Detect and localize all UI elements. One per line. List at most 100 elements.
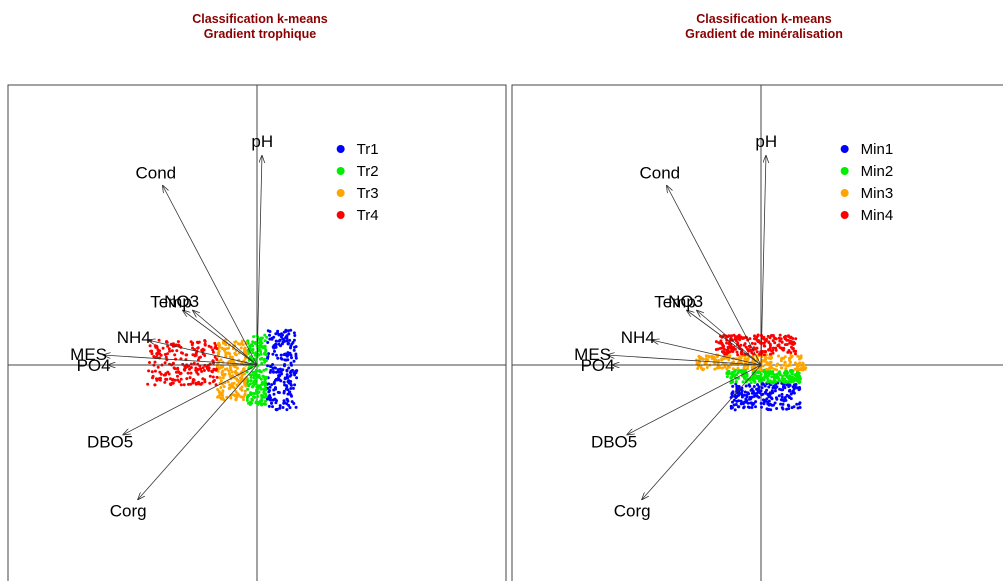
data-point bbox=[166, 344, 170, 348]
data-point bbox=[729, 346, 733, 350]
legend-label: Min3 bbox=[861, 185, 894, 202]
data-point bbox=[165, 358, 169, 362]
data-point bbox=[267, 404, 271, 408]
data-point bbox=[228, 352, 232, 356]
data-point bbox=[158, 378, 162, 382]
variable-label: NH4 bbox=[117, 328, 151, 347]
data-point bbox=[291, 386, 295, 390]
data-point bbox=[773, 389, 777, 393]
data-point bbox=[782, 363, 786, 367]
cluster-Min1 bbox=[729, 381, 802, 412]
loading-arrow bbox=[137, 364, 258, 500]
data-point bbox=[767, 399, 771, 403]
data-point bbox=[241, 395, 244, 399]
data-point bbox=[292, 359, 296, 363]
data-point bbox=[769, 364, 773, 368]
data-point bbox=[240, 385, 244, 389]
data-point bbox=[776, 372, 779, 376]
data-point bbox=[744, 384, 748, 388]
data-point bbox=[738, 338, 742, 342]
data-point bbox=[218, 391, 222, 395]
data-point bbox=[774, 337, 778, 341]
data-point bbox=[778, 387, 782, 391]
variable-label: DBO5 bbox=[591, 432, 637, 451]
data-point bbox=[266, 364, 270, 368]
data-point bbox=[771, 351, 775, 355]
data-point bbox=[271, 398, 275, 402]
data-point bbox=[277, 342, 281, 346]
data-point bbox=[288, 352, 292, 356]
data-point bbox=[736, 353, 740, 357]
data-point bbox=[210, 370, 214, 374]
data-point bbox=[741, 336, 745, 340]
data-point bbox=[719, 339, 723, 343]
data-point bbox=[796, 354, 800, 358]
variable-label: PO4 bbox=[581, 356, 615, 375]
data-point bbox=[759, 401, 763, 405]
data-point bbox=[252, 373, 256, 377]
title-line-2: Gradient de minéralisation bbox=[685, 27, 843, 41]
data-point bbox=[780, 398, 784, 402]
variable-label: NO3 bbox=[164, 292, 199, 311]
data-point bbox=[736, 371, 740, 375]
data-point bbox=[718, 341, 722, 345]
data-point bbox=[696, 367, 700, 370]
data-point bbox=[227, 346, 231, 350]
data-point bbox=[782, 398, 786, 402]
data-point bbox=[735, 350, 739, 354]
data-point bbox=[732, 398, 736, 402]
data-point bbox=[163, 353, 167, 356]
data-point bbox=[272, 346, 276, 350]
data-point bbox=[256, 395, 260, 398]
data-point bbox=[787, 404, 791, 408]
cluster-Tr2 bbox=[245, 333, 269, 407]
data-point bbox=[257, 375, 261, 379]
variable-label: Corg bbox=[110, 502, 147, 521]
variable-po4: PO4 bbox=[77, 356, 257, 375]
data-point bbox=[275, 339, 279, 343]
variable-ph: pH bbox=[755, 132, 777, 366]
data-point bbox=[799, 368, 803, 372]
legend-label: Tr2 bbox=[357, 163, 379, 180]
data-point bbox=[268, 337, 272, 341]
data-point bbox=[744, 400, 748, 404]
data-point bbox=[757, 395, 761, 399]
data-point bbox=[704, 362, 708, 366]
data-point bbox=[245, 370, 249, 374]
data-point bbox=[260, 394, 263, 397]
data-point bbox=[207, 344, 211, 348]
data-point bbox=[732, 333, 736, 337]
cluster-Min2 bbox=[725, 368, 802, 385]
data-point bbox=[263, 395, 267, 399]
data-point bbox=[758, 374, 762, 378]
data-point bbox=[755, 374, 759, 378]
data-point bbox=[208, 374, 212, 378]
data-point bbox=[701, 368, 705, 372]
data-point bbox=[793, 361, 797, 365]
data-point bbox=[196, 358, 200, 362]
data-point bbox=[768, 344, 772, 348]
data-point bbox=[219, 365, 223, 369]
data-point bbox=[191, 381, 195, 385]
data-point bbox=[770, 366, 774, 370]
data-point bbox=[740, 393, 744, 397]
data-point bbox=[174, 370, 178, 374]
data-point bbox=[212, 367, 216, 371]
data-point bbox=[282, 338, 286, 342]
data-point bbox=[257, 347, 261, 351]
data-point bbox=[233, 394, 237, 398]
data-point bbox=[230, 370, 234, 374]
data-point bbox=[783, 396, 787, 399]
data-point bbox=[177, 343, 181, 347]
legend-marker bbox=[336, 145, 345, 153]
data-point bbox=[768, 402, 772, 406]
data-point bbox=[293, 383, 297, 387]
data-point bbox=[223, 348, 226, 352]
data-point bbox=[765, 361, 769, 365]
data-point bbox=[278, 404, 282, 408]
data-point bbox=[277, 378, 281, 382]
data-point bbox=[762, 370, 766, 373]
data-point bbox=[795, 386, 799, 390]
data-point bbox=[252, 395, 256, 399]
